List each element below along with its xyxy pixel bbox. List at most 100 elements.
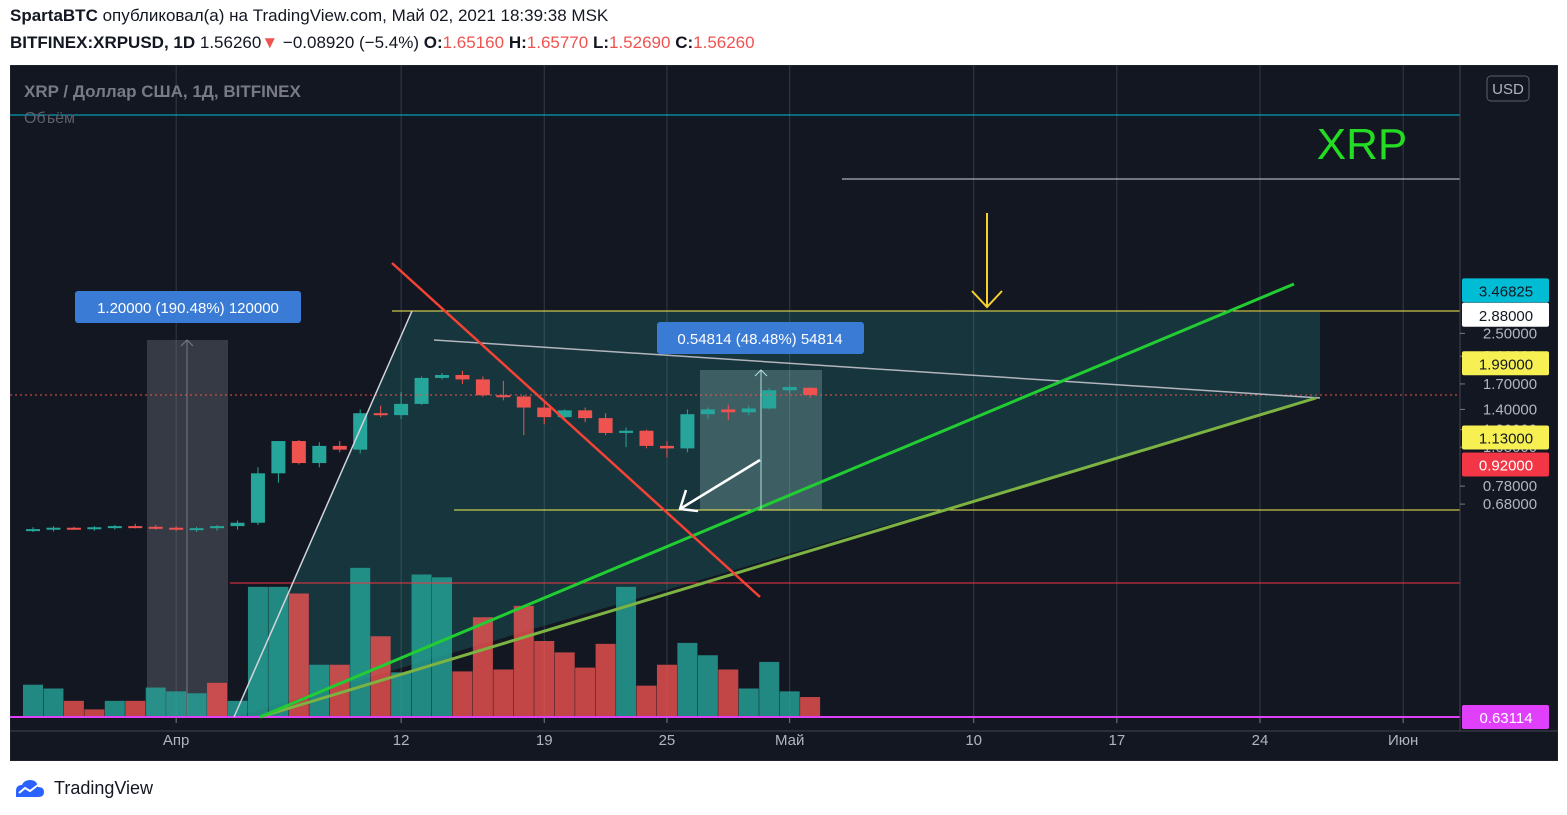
volume-bar (247, 586, 268, 717)
volume-bar (595, 643, 616, 717)
price-label-bg (1462, 351, 1549, 376)
publish-info: опубликовал(а) на TradingView.com, Май 0… (102, 6, 609, 25)
volume-bar (84, 709, 105, 717)
volume-bar (534, 641, 555, 717)
time-tick-label: 17 (1109, 732, 1126, 749)
time-tick-label: 24 (1252, 732, 1269, 749)
candle-body[interactable] (148, 526, 163, 529)
candle-body[interactable] (659, 445, 674, 449)
candle-body[interactable] (373, 413, 388, 416)
volume-bar (452, 671, 473, 717)
currency-button-bg (1486, 75, 1530, 102)
candles (26, 370, 818, 532)
volume-bar (656, 664, 677, 717)
triangle-left-edge[interactable] (233, 310, 413, 718)
resistance-trendline[interactable] (391, 262, 761, 598)
candle-body[interactable] (721, 409, 736, 413)
volume-bar (636, 685, 657, 717)
price-tick-label: 0.68000 (1483, 496, 1537, 513)
candle-body[interactable] (475, 379, 490, 396)
candle-body[interactable] (619, 430, 634, 433)
candle-body[interactable] (435, 375, 449, 378)
candle-body[interactable] (496, 395, 511, 398)
candle-body[interactable] (537, 407, 552, 418)
volume-legend[interactable]: Объём (24, 110, 75, 127)
candle-body[interactable] (394, 403, 409, 416)
candle-body[interactable] (312, 445, 327, 464)
triangle-upper-edge[interactable] (433, 339, 1321, 399)
candle-body[interactable] (639, 430, 654, 446)
candle-body[interactable] (803, 387, 818, 395)
candle-body[interactable] (291, 441, 306, 464)
candle-body[interactable] (169, 527, 184, 530)
low-label: L: (592, 33, 609, 52)
candle-body[interactable] (598, 418, 613, 433)
candle-body[interactable] (782, 387, 797, 391)
candle-body[interactable] (230, 522, 245, 527)
candle-body[interactable] (762, 390, 777, 409)
lower-trendline[interactable] (259, 396, 1317, 719)
footer: TradingView (10, 774, 153, 802)
candle-body[interactable] (250, 473, 265, 523)
author-name[interactable]: SpartaBTC (10, 6, 98, 25)
price-label[interactable]: 1.13000 (1479, 431, 1533, 448)
volume-bar (43, 688, 64, 717)
price-label[interactable]: 0.63114 (1479, 710, 1532, 727)
volume-bar (391, 672, 412, 717)
candle-body[interactable] (455, 375, 470, 380)
candle-body[interactable] (414, 377, 429, 404)
price-label[interactable]: 1.99000 (1479, 356, 1533, 373)
price-label[interactable]: 0.92000 (1479, 457, 1533, 474)
volume-bar (145, 687, 166, 717)
candle-body[interactable] (332, 445, 347, 450)
candle-body[interactable] (107, 526, 122, 529)
candle-body[interactable] (578, 410, 593, 419)
candle-body[interactable] (189, 528, 204, 531)
currency-button[interactable]: USD (1492, 81, 1524, 98)
price-axis[interactable]: 2.500002.100001.700001.400001.200001.050… (1460, 278, 1549, 729)
high-value: 1.65770 (526, 33, 589, 52)
symbol-label: BITFINEX:XRPUSD, 1D (10, 33, 196, 52)
time-tick-label: Апр (163, 732, 189, 749)
publish-header: SpartaBTC опубликовал(а) на TradingView.… (10, 6, 608, 26)
price-label[interactable]: 3.46825 (1479, 283, 1533, 300)
volume-bar (697, 655, 718, 717)
support-trendline[interactable] (259, 282, 1295, 719)
volume-bar (63, 700, 84, 717)
price-chart[interactable]: 1.20000 (190.48%) 120000 0.54814 (48.48%… (10, 65, 1558, 761)
tradingview-brand[interactable]: TradingView (54, 777, 154, 798)
measure-label-1: 1.20000 (190.48%) 120000 (97, 300, 279, 317)
time-tick-label: Май (775, 732, 804, 749)
down-arrow-icon: ▼ (261, 33, 279, 52)
candle-body[interactable] (128, 526, 143, 529)
volume-bar (23, 684, 43, 717)
candle-body[interactable] (741, 408, 756, 413)
candle-body[interactable] (87, 527, 102, 530)
candle-body[interactable] (680, 414, 695, 449)
price-label[interactable]: 2.88000 (1479, 308, 1533, 325)
volume-bar (759, 661, 780, 717)
volume-bar (125, 700, 146, 717)
candle-body[interactable] (271, 441, 286, 474)
volume-bar (575, 667, 596, 717)
low-value: 1.52690 (609, 33, 671, 52)
volume-bar (207, 682, 228, 717)
time-tick-label: 12 (393, 732, 410, 749)
volume-bar (329, 664, 350, 717)
time-axis[interactable]: Апр 12 19 25 Май 10 17 24 Июн (163, 717, 1418, 749)
legend-title[interactable]: XRP / Доллар США, 1Д, BITFINEX (24, 82, 301, 101)
candle-body[interactable] (700, 409, 715, 415)
watermark-text: XRP (1317, 120, 1407, 169)
white-arrow-shaft[interactable] (679, 458, 761, 511)
candle-body[interactable] (557, 410, 572, 418)
time-tick-label: 19 (536, 732, 553, 749)
candle-body[interactable] (210, 526, 225, 529)
volume-bar (616, 586, 637, 717)
candle-body[interactable] (516, 396, 531, 408)
price-label-bg (1462, 278, 1549, 303)
candle-body[interactable] (26, 529, 40, 532)
open-value: 1.65160 (442, 33, 505, 52)
candle-body[interactable] (46, 527, 61, 530)
candle-body[interactable] (66, 527, 81, 530)
price-tick-label: 0.78000 (1483, 478, 1537, 495)
